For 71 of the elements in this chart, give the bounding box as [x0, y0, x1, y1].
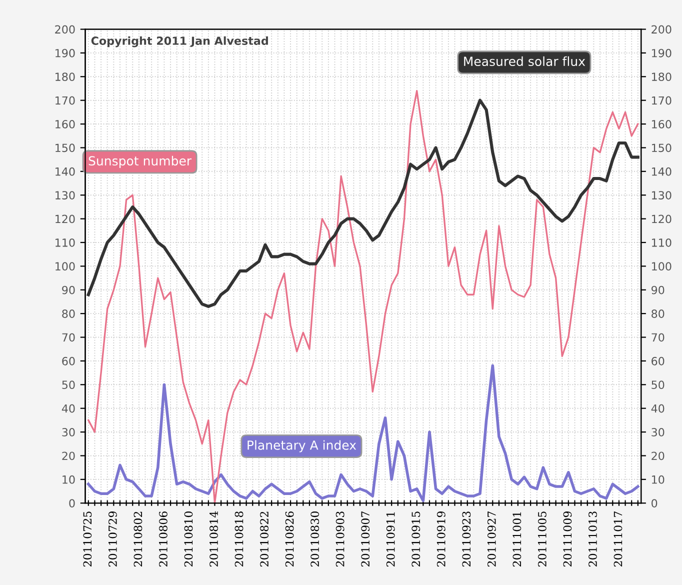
y2-tick-label: 90	[652, 286, 664, 294]
line-series	[88, 90, 639, 504]
x-tick-label: 20111005	[538, 512, 546, 567]
y-tick-label: 140	[56, 167, 75, 176]
x-tick-label: 20110818	[234, 511, 244, 567]
y-tick-label: 130	[56, 191, 75, 200]
y-tick-label: 180	[56, 72, 75, 82]
y2-tick-label: 40	[651, 404, 664, 413]
x-tick-label: 20110927	[487, 512, 496, 567]
y2-tick-label: 150	[652, 144, 672, 152]
y-tick-label: 80	[62, 310, 75, 318]
y-tick-label: 90	[62, 286, 75, 294]
line-series	[86, 98, 640, 308]
y2-tick-label: 130	[652, 191, 672, 200]
y2-tick-label: 140	[652, 167, 672, 176]
x-tick-label: 20110903	[336, 512, 344, 567]
x-tick-label: 20110911	[386, 512, 395, 567]
y-tick-label: 160	[56, 120, 75, 128]
y2-tick-label: 50	[652, 380, 664, 390]
x-tick-label: 20110806	[159, 511, 168, 567]
x-tick-label: 20110915	[412, 512, 420, 567]
x-tick-label: 20110826	[285, 511, 294, 567]
x-tick-label: 20111009	[563, 511, 572, 567]
x-tick-label: 20111017	[614, 512, 622, 567]
y2-tick-label: 70	[652, 333, 664, 342]
line-series	[87, 364, 640, 502]
y-tick-label: 110	[56, 238, 75, 247]
y2-tick-label: 30	[652, 428, 664, 436]
y-tick-label: 40	[62, 404, 75, 413]
y-tick-label: 100	[56, 262, 75, 271]
x-tick-label: 20110822	[260, 512, 268, 567]
y2-tick-label: 20	[652, 452, 664, 460]
y-tick-label: 10	[62, 475, 75, 484]
y2-tick-label: 10	[652, 475, 664, 484]
x-tick-label: 20111001	[512, 512, 522, 567]
y2-tick-label: 170	[652, 96, 672, 105]
y-tick-label: 50	[62, 380, 75, 390]
y-tick-label: 0	[69, 499, 75, 508]
y-tick-label: 30	[62, 428, 75, 436]
y-tick-label: 200	[55, 25, 75, 34]
text: Measured solar flux	[464, 56, 586, 66]
y-tick-label: 60	[62, 356, 75, 366]
y2-tick-label: 200	[652, 25, 672, 34]
x-tick-label: 20110725	[83, 512, 92, 567]
y2-tick-label: 180	[652, 72, 672, 82]
y-tick-label: 150	[56, 144, 75, 152]
x-tick-label: 20110907	[361, 512, 370, 567]
x-tick-label: 20110802	[134, 512, 142, 567]
y2-tick-label: 110	[652, 238, 672, 247]
x-tick-label: 20111013	[588, 512, 597, 567]
x-tick-label: 20110729	[108, 511, 117, 567]
y-tick-label: 120	[56, 214, 75, 224]
x-tick-label: 20110814	[210, 511, 218, 567]
y-tick-label: 20	[62, 452, 75, 460]
y-tick-label: 190	[56, 48, 75, 58]
y2-tick-label: 120	[652, 214, 672, 224]
y2-tick-label: 100	[652, 262, 672, 271]
annotation: Copyright 2011 Jan Alvestad	[91, 36, 268, 48]
y-tick-label: 70	[62, 333, 75, 342]
x-tick-label: 20110923	[462, 512, 471, 567]
x-tick-label: 20110830	[310, 511, 320, 567]
text: Sunspot number	[88, 156, 192, 168]
series-label: Planetary A index	[248, 440, 356, 452]
x-tick-label: 20110919	[436, 511, 446, 567]
y-tick-label: 170	[56, 96, 75, 105]
y2-tick-label: 60	[652, 356, 664, 366]
y2-tick-label: 160	[652, 120, 672, 128]
y2-tick-label: 0	[652, 499, 658, 508]
y2-tick-label: 80	[652, 310, 664, 318]
x-tick-label: 20110810	[184, 511, 193, 567]
y2-tick-label: 190	[652, 48, 672, 58]
